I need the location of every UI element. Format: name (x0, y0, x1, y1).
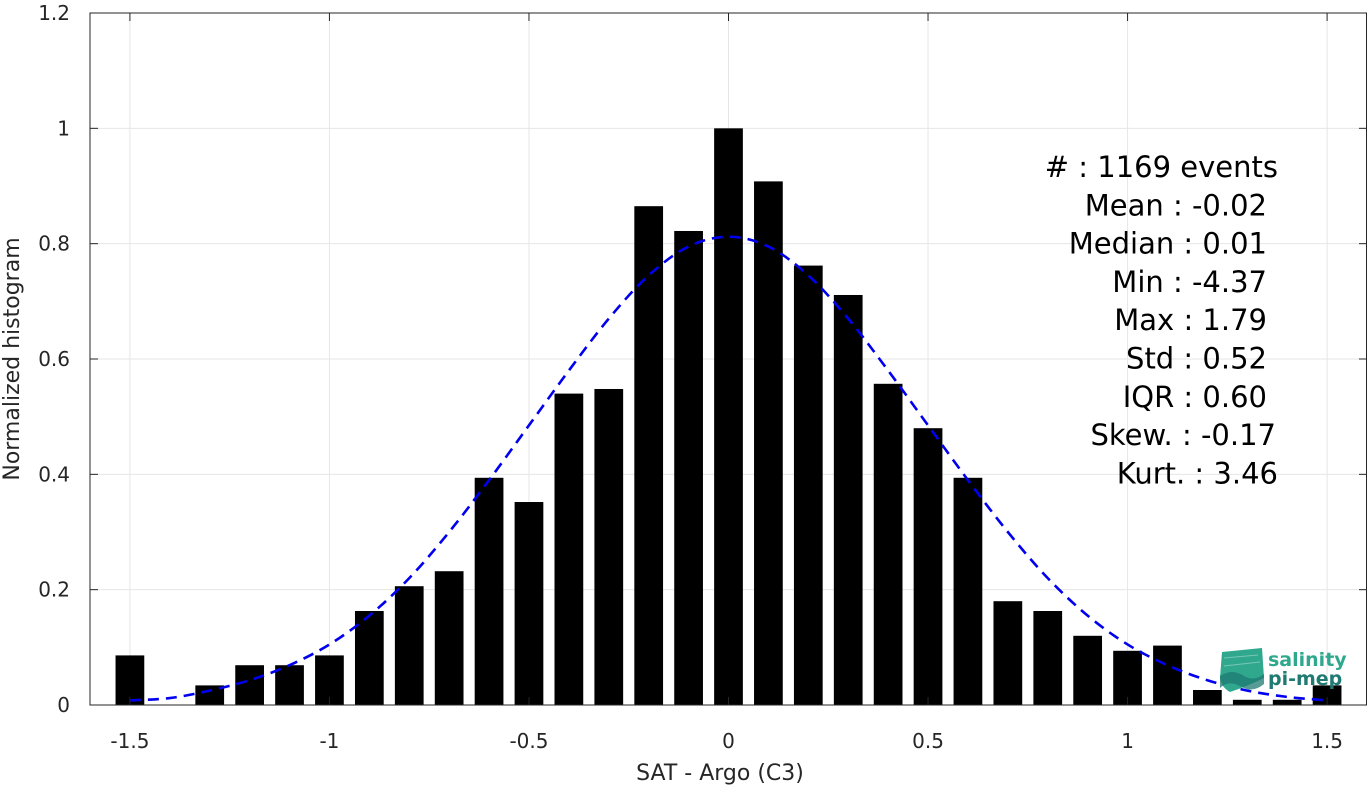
histogram-bars (115, 128, 1342, 706)
histogram-bar (993, 601, 1023, 705)
y-tick-label: 1 (57, 116, 70, 140)
x-tick-label: 1 (1121, 729, 1134, 753)
statistics-panel: # : 1169 events Mean : -0.02 Median : 0.01… (1045, 150, 1278, 490)
x-tick-label: 0 (722, 729, 735, 753)
salinity-pi-mep-logo: salinity pi-mep (1220, 648, 1347, 692)
histogram-bar (833, 294, 863, 705)
x-axis-ticks: -1.5 -1 -0.5 0 0.5 1 1.5 (110, 13, 1343, 753)
histogram-bar (1153, 645, 1182, 705)
histogram-bar (394, 586, 424, 705)
y-tick-label: 0 (57, 693, 70, 717)
histogram-bar (474, 477, 504, 705)
histogram-bar (674, 230, 703, 706)
stat-line: # : 1169 events (1045, 150, 1278, 184)
histogram-bar (315, 655, 344, 705)
histogram-bar (514, 502, 544, 705)
stat-line: Min : -4.37 (1112, 265, 1267, 299)
y-tick-label: 1.2 (38, 1, 70, 25)
logo-text-salinity: salinity (1268, 649, 1347, 671)
x-tick-label: 1.5 (1311, 729, 1343, 753)
histogram-bar (1232, 699, 1262, 705)
y-tick-label: 0.6 (38, 347, 70, 371)
stat-line: Kurt. : 3.46 (1117, 456, 1278, 490)
logo-text-pi-mep: pi-mep (1268, 668, 1342, 690)
stat-line: Mean : -0.02 (1085, 188, 1267, 222)
x-tick-label: 0.5 (912, 729, 944, 753)
histogram-bar (634, 206, 664, 705)
stat-line: Std : 0.52 (1126, 342, 1267, 376)
logo-mark-icon (1220, 648, 1264, 692)
histogram-bar (195, 685, 225, 705)
histogram-bar (594, 388, 624, 705)
gaussian-fit-curve (129, 235, 1328, 702)
histogram-bar (714, 128, 743, 706)
stat-line: Skew. : -0.17 (1090, 418, 1276, 452)
stat-line: IQR : 0.60 (1123, 380, 1267, 414)
histogram-bar (1193, 690, 1222, 705)
y-axis-ticks: 0 0.2 0.4 0.6 0.8 1 1.2 (38, 1, 1367, 717)
y-tick-label: 0.8 (38, 232, 70, 256)
histogram-bar (434, 571, 464, 705)
histogram-bar (1033, 611, 1063, 705)
histogram-bar (754, 181, 783, 706)
y-axis-label: Normalized histogram (0, 237, 25, 480)
histogram-bar (354, 611, 384, 705)
histogram-bar (235, 665, 264, 705)
x-axis-label: SAT - Argo (C3) (636, 761, 804, 786)
histogram-bar (913, 428, 943, 705)
histogram-bar (953, 477, 983, 705)
histogram-bar (1073, 635, 1103, 705)
y-tick-label: 0.4 (38, 462, 70, 486)
histogram-bar (1113, 650, 1142, 705)
x-tick-label: -0.5 (509, 729, 548, 753)
histogram-bar (275, 665, 304, 705)
y-tick-label: 0.2 (38, 578, 70, 602)
x-tick-label: -1 (319, 729, 339, 753)
x-tick-label: -1.5 (110, 729, 149, 753)
histogram-bar (554, 393, 584, 705)
histogram-bar (115, 655, 145, 705)
histogram-bar (1272, 699, 1302, 705)
histogram-bar (793, 265, 823, 705)
stat-line: Max : 1.79 (1114, 303, 1267, 337)
stat-line: Median : 0.01 (1069, 227, 1267, 261)
histogram-bar (873, 383, 903, 705)
